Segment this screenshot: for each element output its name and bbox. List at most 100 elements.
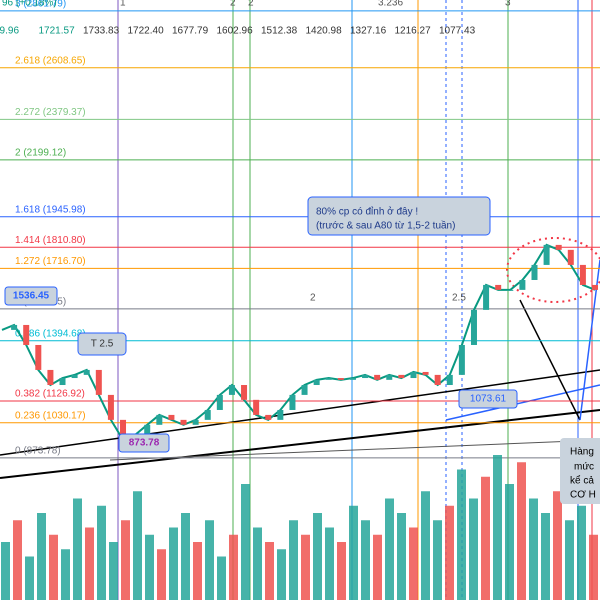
candle xyxy=(216,394,223,410)
price-labels: 1536.45 873.78 1073.61 T 2.5 xyxy=(4,286,518,453)
candle xyxy=(228,385,235,395)
candle xyxy=(446,374,453,386)
volume-bar xyxy=(37,513,46,600)
volume-bar xyxy=(217,556,226,600)
volume-bar xyxy=(541,513,550,600)
volume-bar xyxy=(157,549,166,600)
volume-bar xyxy=(13,520,22,600)
volume-bar xyxy=(433,520,442,600)
level-value: 1721.57 xyxy=(39,26,76,37)
fib-label: 3 (2861.79) xyxy=(15,0,66,9)
candle xyxy=(204,409,211,420)
candle xyxy=(349,378,356,380)
wave-label: 2.5 xyxy=(452,293,466,304)
price-label: T 2.5 xyxy=(91,339,114,350)
volume-bar xyxy=(457,469,466,600)
fib-label: 0.786 (1394.68) xyxy=(15,328,86,339)
candle xyxy=(470,309,477,345)
price-label: 1536.45 xyxy=(13,291,50,302)
volume-bar xyxy=(481,476,490,600)
label-box xyxy=(4,286,58,306)
volume-bar xyxy=(205,520,214,600)
candle xyxy=(386,374,393,380)
fib-label: 2 (2199.12) xyxy=(15,148,66,159)
volume-bar xyxy=(325,527,334,600)
candle xyxy=(519,279,526,290)
volume-bar xyxy=(397,513,406,600)
volume-bar xyxy=(133,491,142,600)
level-value: 1722.40 xyxy=(128,26,165,37)
volume-bar xyxy=(85,527,94,600)
side-note-line: mức xyxy=(574,462,594,473)
candle xyxy=(59,378,66,386)
side-note-box xyxy=(560,438,600,504)
volume-bar xyxy=(109,542,118,600)
candle xyxy=(495,284,502,290)
volume-bar xyxy=(505,484,514,600)
candle xyxy=(71,374,78,379)
wave-label: 3 xyxy=(505,0,511,9)
volume-bar xyxy=(289,520,298,600)
volume xyxy=(1,455,598,600)
level-value: 99.96 xyxy=(0,26,19,37)
candle xyxy=(241,385,248,400)
wave-label: 2 xyxy=(248,0,254,9)
candle xyxy=(95,369,102,395)
volume-bar xyxy=(337,542,346,600)
level-value: 1420.98 xyxy=(306,26,343,37)
volume-bar xyxy=(193,542,202,600)
candle xyxy=(313,379,320,386)
volume-bar xyxy=(469,498,478,600)
candle xyxy=(531,264,538,280)
price-plot xyxy=(1,243,598,442)
volume-bar xyxy=(265,542,274,600)
label-box xyxy=(458,389,518,409)
wave-labels: 1 2 2 3 3.236 2 2.5 xyxy=(120,0,511,304)
level-value: 1512.38 xyxy=(261,26,298,37)
candle xyxy=(337,378,344,380)
volume-bar xyxy=(409,527,418,600)
volume-bar xyxy=(445,505,454,600)
volume-bar xyxy=(229,534,238,600)
candle xyxy=(277,409,284,420)
candle xyxy=(253,399,260,415)
candle xyxy=(592,284,598,290)
candle xyxy=(325,378,332,380)
candle xyxy=(35,344,42,370)
candle xyxy=(507,289,514,291)
candle xyxy=(362,374,369,379)
candle xyxy=(422,371,429,375)
candle xyxy=(374,374,381,380)
volume-bar xyxy=(517,462,526,600)
volume-bar xyxy=(589,534,598,600)
volume-bar xyxy=(313,513,322,600)
volume-bar xyxy=(181,513,190,600)
candle xyxy=(265,414,272,420)
candle xyxy=(579,264,586,285)
fib-label: 2.272 (2379.37) xyxy=(15,107,86,118)
volume-bar xyxy=(49,534,58,600)
volume-bar xyxy=(577,505,586,600)
candle xyxy=(398,374,405,379)
note-box xyxy=(307,196,491,236)
volume-bar xyxy=(169,527,178,600)
fib-label: 2.618 (2608.65) xyxy=(15,55,86,66)
volume-bar xyxy=(97,505,106,600)
candle xyxy=(23,324,30,345)
candle xyxy=(458,344,465,375)
wave-label: 3.236 xyxy=(378,0,403,9)
volume-bar xyxy=(529,498,538,600)
fib-label: 0.236 (1030.17) xyxy=(15,410,86,421)
level-value: 1733.83 xyxy=(83,26,120,37)
note-line: (trước & sau A80 từ 1,5-2 tuần) xyxy=(316,220,455,232)
candle xyxy=(410,371,417,379)
wave-label: 2 xyxy=(310,293,316,304)
label-box xyxy=(118,433,170,453)
volume-bar xyxy=(277,549,286,600)
wave-label: 2 xyxy=(230,0,236,9)
fib-label: 1.272 (1716.70) xyxy=(15,256,86,267)
candle xyxy=(555,244,562,250)
volume-bar xyxy=(421,491,430,600)
candle xyxy=(180,419,187,425)
volume-bar xyxy=(61,549,70,600)
